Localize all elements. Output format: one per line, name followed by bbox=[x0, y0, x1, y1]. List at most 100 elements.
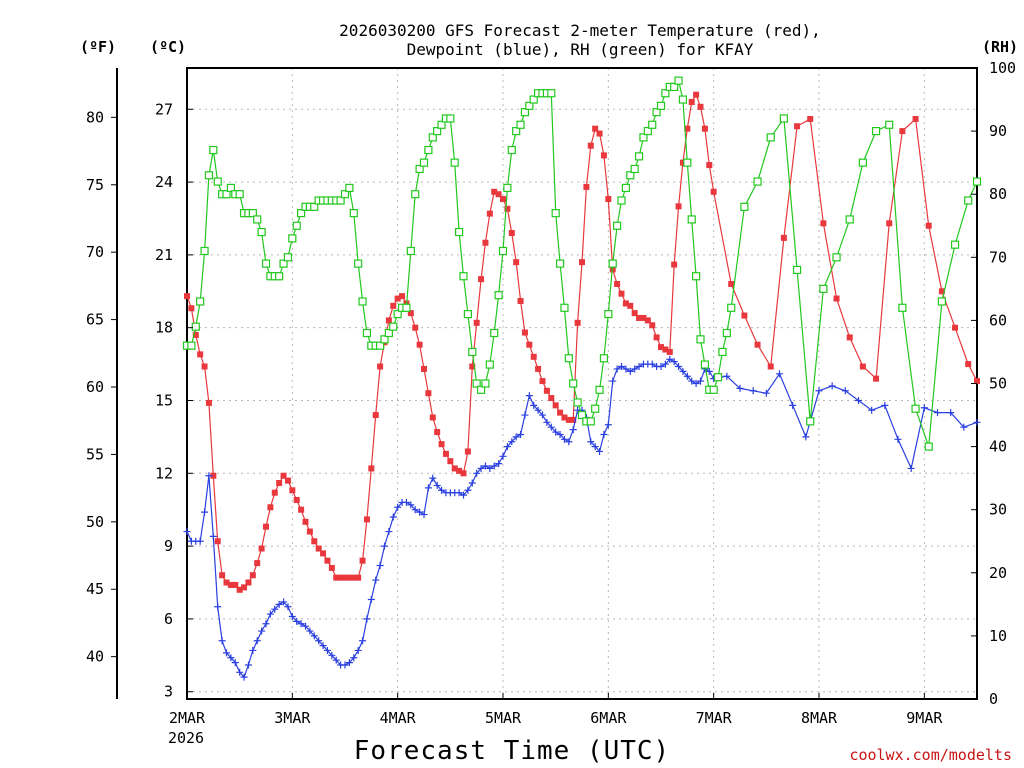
2-meter-temperature-point bbox=[974, 378, 980, 385]
2-meter-temperature-point bbox=[298, 506, 305, 513]
relative-humidity-point bbox=[345, 183, 354, 192]
dewpoint-point bbox=[666, 355, 674, 363]
dewpoint-point bbox=[517, 430, 525, 438]
dewpoint-point bbox=[332, 656, 340, 664]
2-meter-temperature-point bbox=[363, 516, 370, 523]
dewpoint-point bbox=[631, 365, 639, 373]
relative-humidity-point bbox=[498, 246, 508, 256]
2-meter-temperature-point bbox=[807, 115, 814, 122]
fahrenheit-tick-label: 40 bbox=[86, 648, 104, 666]
relative-humidity-point bbox=[209, 145, 218, 155]
rh-tick-label: 80 bbox=[989, 185, 1007, 203]
dewpoint-point bbox=[688, 377, 696, 385]
2-meter-temperature-point bbox=[315, 545, 322, 552]
dewpoint-point bbox=[762, 389, 770, 397]
2-meter-temperature-point bbox=[473, 319, 480, 326]
relative-humidity-point bbox=[411, 190, 420, 199]
2-meter-temperature-point bbox=[460, 470, 467, 477]
relative-humidity-point bbox=[692, 272, 701, 281]
2-meter-temperature-point bbox=[649, 322, 656, 329]
relative-humidity-point bbox=[402, 303, 411, 312]
relative-humidity-point bbox=[380, 335, 389, 344]
dewpoint-point bbox=[389, 513, 397, 521]
2-meter-temperature-point bbox=[614, 280, 621, 287]
relative-humidity-point bbox=[806, 417, 815, 426]
relative-humidity-point bbox=[551, 209, 560, 218]
relative-humidity-point bbox=[376, 341, 385, 350]
2-meter-temperature-point bbox=[188, 305, 195, 312]
celsius-tick-label: 21 bbox=[155, 246, 173, 264]
dewpoint-point bbox=[341, 661, 349, 669]
dewpoint-point bbox=[376, 562, 384, 570]
rh-tick-label: 20 bbox=[989, 564, 1007, 582]
dewpoint-point bbox=[196, 537, 204, 545]
relative-humidity-point bbox=[349, 209, 358, 218]
rh-tick-label: 10 bbox=[989, 627, 1007, 645]
2-meter-temperature-point bbox=[464, 448, 471, 455]
x-tick-label: 5MAR bbox=[485, 709, 522, 727]
x-tick-label: 9MAR bbox=[906, 709, 943, 727]
rh-tick-label: 70 bbox=[989, 248, 1007, 266]
dewpoint-point bbox=[683, 372, 691, 380]
2-meter-temperature-point bbox=[311, 538, 318, 545]
relative-humidity-point bbox=[972, 177, 982, 186]
dewpoint-point bbox=[609, 377, 617, 385]
2-meter-temperature-point bbox=[965, 361, 972, 368]
2-meter-temperature-point bbox=[241, 584, 248, 591]
2-meter-temperature-point bbox=[219, 572, 226, 579]
dewpoint-point bbox=[477, 464, 485, 472]
2-meter-temperature-point bbox=[201, 363, 208, 370]
2-meter-temperature-point bbox=[500, 196, 506, 203]
dewpoint-point bbox=[648, 360, 656, 368]
dewpoint-point bbox=[315, 637, 323, 645]
dewpoint-point bbox=[201, 508, 209, 516]
2-meter-temperature-point bbox=[346, 574, 353, 581]
relative-humidity-point bbox=[792, 265, 802, 275]
2-meter-temperature-point bbox=[192, 331, 199, 338]
relative-humidity-point bbox=[819, 284, 828, 293]
dewpoint-point bbox=[565, 438, 573, 446]
2-meter-temperature-point bbox=[570, 416, 577, 423]
dewpoint-point bbox=[960, 423, 968, 431]
2-meter-temperature-point bbox=[350, 574, 357, 581]
relative-humidity-point bbox=[433, 126, 442, 136]
relative-humidity-point bbox=[871, 126, 881, 136]
relative-humidity-point bbox=[354, 259, 363, 268]
gridlines bbox=[187, 68, 977, 699]
dewpoint-point bbox=[402, 498, 410, 506]
dewpoint-point bbox=[297, 620, 305, 628]
dewpoint-point bbox=[868, 406, 876, 414]
2-meter-temperature-point bbox=[565, 416, 572, 423]
2-meter-temperature-point bbox=[513, 259, 520, 266]
2-meter-temperature-point bbox=[236, 586, 243, 593]
2-meter-temperature-point bbox=[622, 300, 629, 307]
dewpoint-point bbox=[372, 576, 380, 584]
relative-humidity-point bbox=[696, 335, 705, 344]
2-meter-temperature-point bbox=[504, 205, 511, 212]
dewpoint-point bbox=[692, 380, 700, 387]
dewpoint-point bbox=[323, 646, 331, 654]
2-meter-temperature-point bbox=[407, 310, 414, 317]
relative-humidity-point bbox=[573, 398, 582, 407]
2-meter-temperature-point bbox=[653, 334, 660, 341]
2-meter-temperature-point bbox=[184, 293, 190, 300]
2-meter-temperature-point bbox=[263, 523, 269, 530]
2-meter-temperature-point bbox=[662, 346, 669, 353]
relative-humidity-point bbox=[885, 120, 894, 129]
2-meter-temperature-point bbox=[280, 472, 287, 479]
relative-humidity-point bbox=[204, 171, 214, 180]
2-meter-temperature-point bbox=[873, 375, 880, 382]
dewpoint-point bbox=[894, 435, 902, 443]
relative-humidity-point bbox=[639, 133, 648, 142]
dewpoint-point bbox=[525, 392, 533, 400]
2-meter-temperature-point bbox=[754, 341, 761, 348]
relative-humidity-point bbox=[472, 379, 481, 388]
relative-humidity-point bbox=[713, 373, 723, 382]
dewpoint-point bbox=[223, 649, 230, 657]
dewpoint-point bbox=[828, 382, 836, 390]
series-layer bbox=[182, 76, 982, 681]
2-meter-temperature-point bbox=[521, 329, 528, 336]
2-meter-temperature-point bbox=[605, 196, 612, 203]
rh-tick-label: 60 bbox=[989, 311, 1007, 329]
dewpoint-point bbox=[350, 654, 358, 662]
